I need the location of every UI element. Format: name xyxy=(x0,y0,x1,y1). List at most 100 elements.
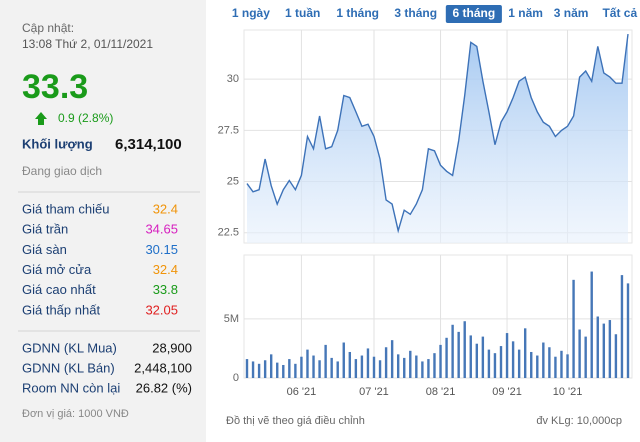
volume-bar xyxy=(354,359,358,378)
volume-bar xyxy=(421,361,424,378)
y-tick-label: 27.5 xyxy=(218,124,239,136)
volume-bar xyxy=(475,343,479,378)
volume-bar xyxy=(360,355,364,378)
volume-bar xyxy=(542,342,545,378)
volume-bar xyxy=(463,321,466,378)
volume-bar xyxy=(269,354,273,378)
volume-bar xyxy=(294,363,297,378)
foreign-label: GDNN (KL Mua) xyxy=(22,340,117,355)
volume-bar xyxy=(626,283,630,378)
volume-bar xyxy=(372,356,376,378)
volume-bar xyxy=(554,356,557,378)
x-tick-label: 07 '21 xyxy=(359,386,389,398)
tab-label: 1 năm xyxy=(508,6,543,20)
y-tick-label: 22.5 xyxy=(218,227,239,239)
volume-bar xyxy=(560,350,563,378)
foreign-label: GDNN (KL Bán) xyxy=(22,360,115,375)
tab[interactable]: 1 năm xyxy=(508,6,543,20)
tab-label: 1 ngày xyxy=(232,6,270,20)
volume-bar xyxy=(330,357,333,378)
volume-bar xyxy=(493,353,497,378)
volume-bar xyxy=(505,333,509,378)
info-panel xyxy=(0,0,206,442)
tab[interactable]: 1 tháng xyxy=(336,6,379,20)
y-tick-label: 25 xyxy=(227,175,239,187)
volume-bar xyxy=(300,356,303,378)
stat-value: 32.05 xyxy=(145,302,178,317)
price: 33.3 xyxy=(22,68,88,106)
status: Đang giao dịch xyxy=(22,164,102,178)
volume-bar xyxy=(608,320,612,378)
volume-bar xyxy=(409,350,412,378)
volume-bar xyxy=(336,361,339,378)
volume-bar xyxy=(282,364,285,378)
volume-label: Khối lượng xyxy=(22,136,93,151)
stat-label: Giá trần xyxy=(22,222,68,237)
volume-bar xyxy=(384,347,388,378)
volume-bar xyxy=(572,279,575,378)
tab[interactable]: 6 tháng xyxy=(445,5,502,23)
chart-note: Đồ thị vẽ theo giá điều chỉnh xyxy=(226,415,365,427)
volume-bar xyxy=(517,349,521,378)
volume-bar xyxy=(257,363,261,378)
volume-bar xyxy=(566,354,569,378)
volume-bar xyxy=(366,348,370,378)
volume-bar xyxy=(342,342,345,378)
volume-bar xyxy=(378,360,382,378)
volume-bar xyxy=(439,344,442,378)
price-change: 0.9 (2.8%) xyxy=(58,111,113,125)
tab-label: Tất cả xyxy=(602,6,637,20)
volume-bar xyxy=(348,351,352,378)
volume-bar xyxy=(451,324,454,378)
tab[interactable]: 1 tuần xyxy=(285,6,320,20)
y-tick-label: 5M xyxy=(224,313,239,325)
foreign-label: Room NN còn lại xyxy=(22,380,120,395)
y-tick-label: 0 xyxy=(233,372,239,384)
volume-bar xyxy=(596,316,599,378)
price-line xyxy=(246,34,629,234)
volume-bar xyxy=(523,328,527,378)
x-tick-label: 10 '21 xyxy=(553,386,583,398)
x-tick-label: 06 '21 xyxy=(287,386,317,398)
tab-label: 6 tháng xyxy=(453,6,496,20)
tab[interactable]: Tất cả xyxy=(602,6,637,20)
stat-value: 30.15 xyxy=(145,242,178,257)
volume-bar xyxy=(312,355,315,378)
volume-bar xyxy=(306,349,309,378)
y-tick-label: 30 xyxy=(227,73,239,85)
stat-value: 34.65 xyxy=(145,222,178,237)
volume-bar xyxy=(487,349,491,378)
volume-bar xyxy=(403,357,406,378)
x-tick-label: 08 '21 xyxy=(426,386,456,398)
tab[interactable]: 3 tháng xyxy=(394,6,437,20)
volume-bar xyxy=(584,336,587,378)
volume-bar xyxy=(620,275,624,378)
stat-label: Giá thấp nhất xyxy=(22,302,100,317)
volume-bar xyxy=(445,337,448,378)
price-area xyxy=(247,34,628,243)
foreign-value: 28,900 xyxy=(152,340,192,355)
volume-bar xyxy=(245,359,249,378)
foreign-value: 26.82 (%) xyxy=(136,380,192,395)
volume-bar xyxy=(276,362,279,378)
volume-bar xyxy=(614,334,618,378)
stat-label: Giá tham chiếu xyxy=(22,201,109,216)
stat-label: Giá cao nhất xyxy=(22,282,96,297)
volume-bar xyxy=(457,331,460,378)
tab[interactable]: 3 năm xyxy=(554,6,589,20)
volume-bar xyxy=(548,347,551,378)
volume-bar xyxy=(590,271,593,378)
tab-label: 1 tháng xyxy=(336,6,379,20)
volume-bar xyxy=(390,340,394,378)
volume-bar xyxy=(251,361,255,378)
volume-bar xyxy=(288,359,291,378)
foreign-value: 2,448,100 xyxy=(134,360,192,375)
volume-bar xyxy=(530,351,533,378)
x-tick-label: 09 '21 xyxy=(492,386,522,398)
volume-bar xyxy=(536,355,539,378)
up-arrow xyxy=(35,112,47,125)
tab[interactable]: 1 ngày xyxy=(232,6,270,20)
volume-bar xyxy=(481,336,485,378)
volume-bar xyxy=(602,323,606,378)
